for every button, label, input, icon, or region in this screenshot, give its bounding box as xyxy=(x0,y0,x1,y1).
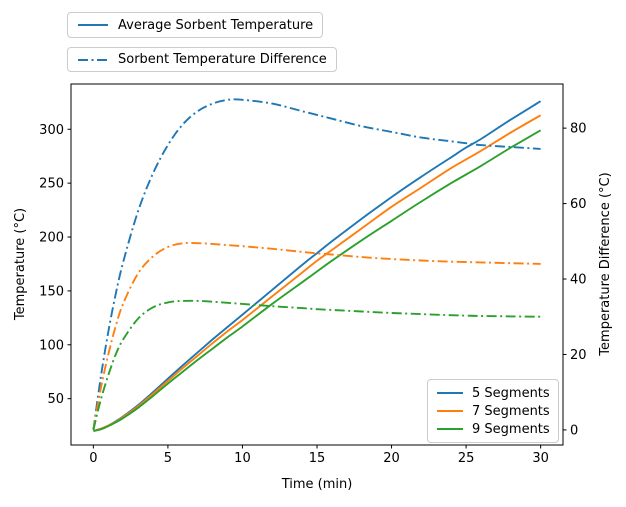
series-curve-5 xyxy=(92,299,541,431)
x-tick-label: 30 xyxy=(532,451,549,466)
left-y-tick-label: 150 xyxy=(39,284,64,299)
right-y-tick-label: 60 xyxy=(570,197,587,212)
right-y-tick-label: 80 xyxy=(570,122,587,137)
right-y-tick-label: 40 xyxy=(570,273,587,288)
series-curve-4 xyxy=(92,241,541,431)
x-axis-label: Time (min) xyxy=(281,477,353,492)
x-tick-label: 5 xyxy=(164,451,172,466)
legend-average-temperature: Average Sorbent Temperature xyxy=(67,12,324,38)
left-y-tick-label: 250 xyxy=(39,177,64,192)
left-y-tick-label: 100 xyxy=(39,338,64,353)
series-curve-2 xyxy=(93,129,542,432)
right-y-axis-label: Temperature Difference (°C) xyxy=(598,172,613,356)
orange-line-sample-icon xyxy=(437,410,463,412)
blue-line-sample-icon xyxy=(437,392,463,394)
left-y-tick-label: 200 xyxy=(39,231,64,246)
left-y-tick-label: 300 xyxy=(39,123,64,138)
legend-temperature-difference: Sorbent Temperature Difference xyxy=(67,47,337,72)
legend-row-7-segments: 7 Segments xyxy=(436,404,550,419)
x-tick-label: 20 xyxy=(383,451,400,466)
x-tick-label: 15 xyxy=(309,451,326,466)
legend-9-segments-label: 9 Segments xyxy=(472,421,550,437)
legend-segments: 5 Segments 7 Segments 9 Segments xyxy=(427,379,559,443)
x-tick-label: 25 xyxy=(458,451,475,466)
dashdot-line-sample-icon xyxy=(78,58,108,61)
axes-decorations: 0 5 10 15 20 25 30 50 100 150 200 250 300 0 20 40 60 80 xyxy=(39,83,587,466)
series-curve-3 xyxy=(92,98,541,431)
legend-7-segments-label: 7 Segments xyxy=(472,403,550,419)
left-y-tick-label: 50 xyxy=(47,392,64,407)
legend-temperature-difference-label: Sorbent Temperature Difference xyxy=(118,52,327,67)
x-tick-label: 10 xyxy=(234,451,251,466)
left-y-axis-label: Temperature (°C) xyxy=(13,208,28,321)
x-tick-label: 0 xyxy=(89,451,97,466)
right-y-tick-label: 20 xyxy=(570,348,587,363)
data-curves xyxy=(92,98,542,432)
legend-average-temperature-label: Average Sorbent Temperature xyxy=(118,17,314,33)
legend-5-segments-label: 5 Segments xyxy=(472,385,550,401)
solid-line-sample-icon xyxy=(78,24,108,26)
legend-row-5-segments: 5 Segments xyxy=(436,386,550,401)
legend-row-9-segments: 9 Segments xyxy=(436,422,550,437)
right-y-tick-label: 0 xyxy=(570,423,578,438)
green-line-sample-icon xyxy=(437,428,463,430)
